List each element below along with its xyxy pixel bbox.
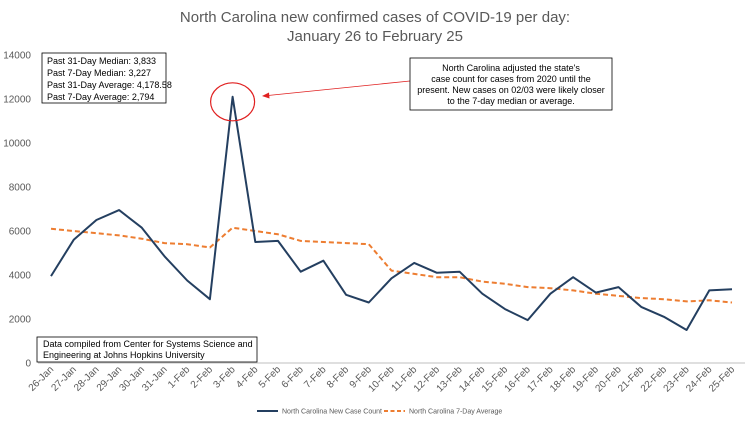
legend-label-new-cases: North Carolina New Case Count [282,409,382,416]
annotation-line-1: North Carolina adjusted the state's [442,63,580,73]
x-tick-label: 31-Jan [140,364,169,393]
x-tick-label: 4-Feb [234,364,261,391]
x-tick-label: 6-Feb [280,364,307,391]
stat-7-day-average: Past 7-Day Average: 2,794 [47,92,154,102]
y-axis: 0 2000 4000 6000 8000 10000 12000 14000 [3,51,31,370]
y-tick-label: 4000 [9,271,32,282]
x-tick-label: 5-Feb [257,364,284,391]
series-line-7-day-average [50,226,733,304]
annotation-line-2: case count for cases from 2020 until the [431,74,591,84]
legend: North Carolina New Case Count North Caro… [257,409,502,416]
x-tick-label: 2-Feb [189,364,216,391]
x-tick-label: 7-Feb [302,364,329,391]
chart-title-line-2: January 26 to February 25 [287,28,463,45]
legend-label-7-day-average: North Carolina 7-Day Average [409,409,502,416]
annotation-line-3: present. New cases on 02/03 were likely … [417,85,605,95]
y-tick-label: 12000 [3,95,31,106]
x-tick-label: 25-Feb [707,364,737,394]
x-tick-label: 1-Feb [166,364,193,391]
x-tick-label: 8-Feb [325,364,352,391]
source-note-box: Data compiled from Center for Systems Sc… [36,336,258,363]
y-tick-label: 0 [25,359,31,370]
y-tick-label: 10000 [3,139,31,150]
y-tick-label: 2000 [9,315,32,326]
y-tick-label: 8000 [9,183,32,194]
stat-7-day-median: Past 7-Day Median: 3,227 [47,68,151,78]
spike-highlight-circle [210,82,256,122]
stats-box: Past 31-Day Median: 3,833 Past 7-Day Med… [41,52,172,104]
stat-31-day-average: Past 31-Day Average: 4,178.58 [47,80,172,90]
annotation-arrowhead [262,92,270,99]
x-axis: 26-Jan27-Jan28-Jan29-Jan30-Jan31-Jan1-Fe… [27,364,738,394]
source-note-line-1: Data compiled from Center for Systems Sc… [43,339,253,349]
annotation-arrow [262,80,411,97]
annotation-line-4: to the 7-day median or average. [447,96,575,106]
series-layer [50,95,733,331]
source-note-line-2: Engineering at Johns Hopkins University [43,350,205,360]
y-tick-label: 6000 [9,227,32,238]
series-line-new-cases [50,95,733,331]
x-tick-label: 3-Feb [211,364,238,391]
annotation-box: North Carolina adjusted the state's case… [409,57,613,111]
y-tick-label: 14000 [3,51,31,62]
chart-title-line-1: North Carolina new confirmed cases of CO… [180,9,570,26]
stat-31-day-median: Past 31-Day Median: 3,833 [47,56,156,66]
